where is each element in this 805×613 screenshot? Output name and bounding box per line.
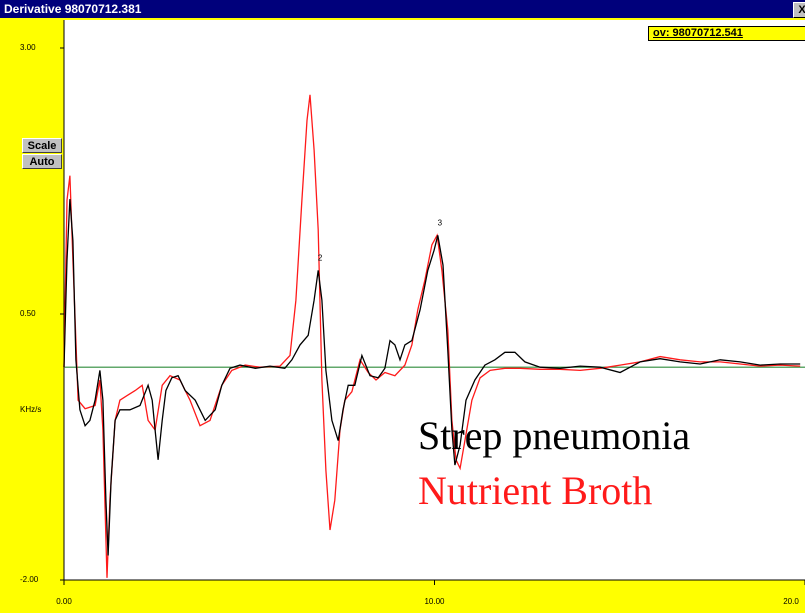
y-tick-label: -2.00 [20,575,39,584]
plot-area [64,20,805,580]
auto-button[interactable]: Auto [22,154,62,169]
x-tick-label: 0.00 [56,597,72,606]
y-tick-label: 0.50 [20,309,36,318]
annotation: 3 [438,218,443,227]
overlay-text: ov: 98070712.541 [653,27,743,39]
title-bar: Derivative 98070712.381 X [0,0,805,18]
legend-entry: Strep pneumonia [418,413,690,458]
y-axis-label: KHz/s [20,405,41,414]
annotation: 2 [318,253,323,262]
y-tick-label: 3.00 [20,43,36,52]
x-tick-label: 20.0 [783,597,799,606]
legend-entry: Nutrient Broth [418,468,652,513]
series-line [63,199,801,556]
close-button[interactable]: X [793,2,805,18]
scale-button[interactable]: Scale [22,138,62,153]
series-line [63,94,801,578]
x-tick-label: 10.00 [424,597,445,606]
overlay-label: ov: 98070712.541 [648,26,805,41]
window-title: Derivative 98070712.381 [4,2,142,16]
